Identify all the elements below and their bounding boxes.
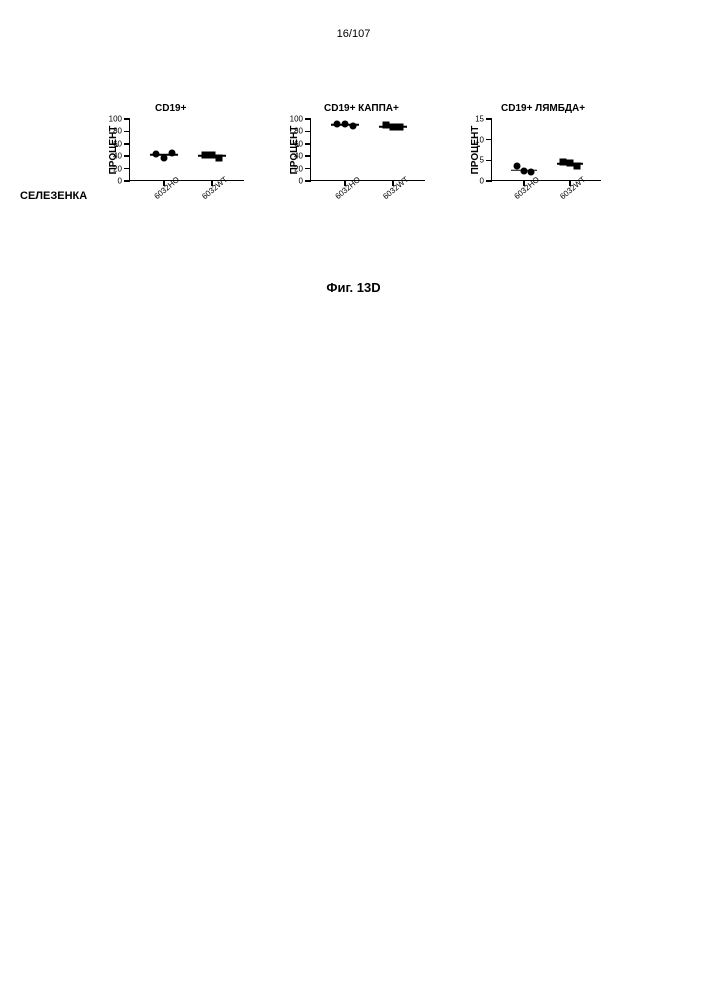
chart-0: CD19+ПРОЦЕНТ0204060801006032HO6032WT bbox=[95, 105, 258, 209]
y-tick-label: 15 bbox=[475, 115, 492, 124]
circle-marker bbox=[161, 155, 168, 162]
circle-marker bbox=[514, 162, 521, 169]
y-axis-label: ПРОЦЕНТ bbox=[470, 126, 481, 175]
circle-marker bbox=[334, 121, 341, 128]
square-marker bbox=[383, 122, 390, 129]
y-tick-label: 40 bbox=[113, 152, 130, 161]
y-tick-label: 40 bbox=[294, 152, 311, 161]
y-tick-label: 60 bbox=[294, 139, 311, 148]
circle-marker bbox=[521, 167, 528, 174]
y-tick-label: 80 bbox=[294, 127, 311, 136]
square-marker bbox=[560, 159, 567, 166]
x-tick-label: 6032HO bbox=[149, 170, 181, 201]
y-tick-label: 0 bbox=[118, 177, 130, 186]
y-tick-label: 0 bbox=[480, 177, 492, 186]
square-marker bbox=[390, 124, 397, 131]
y-tick-label: 10 bbox=[475, 135, 492, 144]
x-tick-label: 6032WT bbox=[554, 170, 587, 201]
square-marker bbox=[397, 123, 404, 130]
circle-marker bbox=[169, 149, 176, 156]
plot-area: 0204060801006032HO6032WT bbox=[310, 119, 425, 181]
plot-area: 0204060801006032HO6032WT bbox=[129, 119, 244, 181]
circle-marker bbox=[153, 150, 160, 157]
x-tick-label: 6032WT bbox=[196, 170, 229, 201]
circle-marker bbox=[528, 168, 535, 175]
square-marker bbox=[209, 152, 216, 159]
x-tick-label: 6032HO bbox=[330, 170, 362, 201]
x-tick-label: 6032WT bbox=[377, 170, 410, 201]
plot-area: 0510156032HO6032WT bbox=[491, 119, 601, 181]
square-marker bbox=[216, 154, 223, 161]
y-tick-label: 0 bbox=[299, 177, 311, 186]
chart-2: CD19+ ЛЯМБДА+ПРОЦЕНТ0510156032HO6032WT bbox=[457, 105, 615, 209]
charts-row: CD19+ПРОЦЕНТ0204060801006032HO6032WTCD19… bbox=[95, 105, 615, 209]
x-tick-label: 6032HO bbox=[509, 170, 541, 201]
y-tick-label: 60 bbox=[113, 139, 130, 148]
chart-1: CD19+ КАППА+ПРОЦЕНТ0204060801006032HO603… bbox=[276, 105, 439, 209]
circle-marker bbox=[342, 121, 349, 128]
square-marker bbox=[202, 152, 209, 159]
y-tick-label: 20 bbox=[113, 164, 130, 173]
square-marker bbox=[567, 160, 574, 167]
circle-marker bbox=[350, 123, 357, 130]
chart-title: CD19+ КАППА+ bbox=[324, 103, 399, 114]
row-label: СЕЛЕЗЕНКА bbox=[20, 190, 87, 202]
y-tick-label: 100 bbox=[109, 115, 130, 124]
chart-title: CD19+ bbox=[155, 103, 186, 114]
y-tick-label: 5 bbox=[480, 156, 492, 165]
page-number: 16/107 bbox=[0, 28, 707, 40]
square-marker bbox=[574, 163, 581, 170]
y-tick-label: 20 bbox=[294, 164, 311, 173]
chart-title: CD19+ ЛЯМБДА+ bbox=[501, 103, 585, 114]
y-tick-label: 80 bbox=[113, 127, 130, 136]
figure-label: Фиг. 13D bbox=[0, 280, 707, 295]
y-tick-label: 100 bbox=[290, 115, 311, 124]
